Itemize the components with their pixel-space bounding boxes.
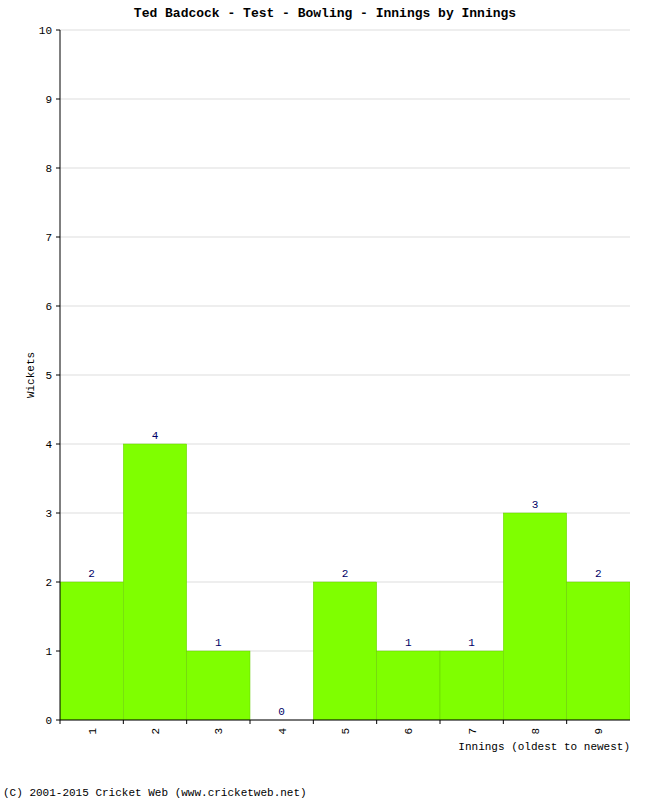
grid-line	[60, 237, 630, 238]
y-tick	[56, 720, 60, 721]
x-tick	[123, 720, 124, 724]
grid-line	[60, 375, 630, 376]
annotation: (C) 2001-2015 Cricket Web (www.cricketwe…	[3, 787, 307, 799]
data-label: 3	[532, 499, 539, 511]
x-tick	[250, 720, 251, 724]
bar	[567, 582, 630, 720]
bar	[187, 651, 250, 720]
background	[0, 0, 650, 800]
y-tick	[56, 513, 60, 514]
x-tick	[376, 720, 377, 724]
title: Ted Badcock - Test - Bowling - Innings b…	[134, 6, 516, 21]
y-tick	[56, 444, 60, 445]
y-tick-label: 0	[45, 715, 52, 727]
x-tick-label: 4	[277, 728, 289, 735]
grid-line	[60, 720, 630, 721]
y-tick	[56, 582, 60, 583]
y-tick-label: 10	[39, 25, 52, 37]
y-tick-label: 5	[45, 370, 52, 382]
y-tick	[56, 306, 60, 307]
y-tick	[56, 99, 60, 100]
x-tick-label: 7	[467, 728, 479, 735]
x-tick-label: 2	[150, 728, 162, 735]
x-tick-label: 8	[530, 728, 542, 735]
y-tick-label: 8	[45, 163, 52, 175]
y-tick	[56, 237, 60, 238]
x-tick-label: 1	[87, 728, 99, 735]
bar	[377, 651, 440, 720]
grid-line	[60, 99, 630, 100]
x-tick-label: 5	[340, 728, 352, 735]
bar	[60, 582, 123, 720]
x-axis-label: Innings (oldest to newest)	[458, 741, 630, 753]
data-label: 4	[152, 430, 159, 442]
y-tick-label: 4	[45, 439, 52, 451]
y-tick	[56, 168, 60, 169]
data-label: 1	[468, 637, 475, 649]
data-label: 2	[88, 568, 95, 580]
data-label: 1	[215, 637, 222, 649]
y-tick-label: 3	[45, 508, 52, 520]
x-tick-label: 3	[213, 728, 225, 735]
bar	[123, 444, 186, 720]
x-tick	[440, 720, 441, 724]
data-label: 2	[342, 568, 349, 580]
bars	[60, 444, 630, 720]
x-tick-label: 9	[593, 728, 605, 735]
bar	[503, 513, 566, 720]
data-label: 0	[278, 706, 285, 718]
bar	[313, 582, 376, 720]
data-label: 2	[595, 568, 602, 580]
x-tick	[186, 720, 187, 724]
x-tick-label: 6	[403, 728, 415, 735]
x-axis	[60, 720, 630, 721]
grid-line	[60, 306, 630, 307]
x-tick	[566, 720, 567, 724]
y-tick-label: 2	[45, 577, 52, 589]
grid	[60, 30, 630, 720]
x-tick	[313, 720, 314, 724]
y-axis	[60, 30, 61, 720]
grid-line	[60, 168, 630, 169]
x-tick	[503, 720, 504, 724]
y-tick-label: 9	[45, 94, 52, 106]
x-tick	[60, 720, 61, 724]
grid-line	[60, 30, 630, 31]
y-tick-label: 7	[45, 232, 52, 244]
data-label: 1	[405, 637, 412, 649]
bar	[440, 651, 503, 720]
y-tick-label: 1	[45, 646, 52, 658]
y-tick-label: 6	[45, 301, 52, 313]
y-tick	[56, 651, 60, 652]
y-axis-label: Wickets	[25, 352, 37, 398]
chart: Ted Badcock - Test - Bowling - Innings b…	[0, 0, 650, 800]
y-tick	[56, 30, 60, 31]
y-tick	[56, 375, 60, 376]
